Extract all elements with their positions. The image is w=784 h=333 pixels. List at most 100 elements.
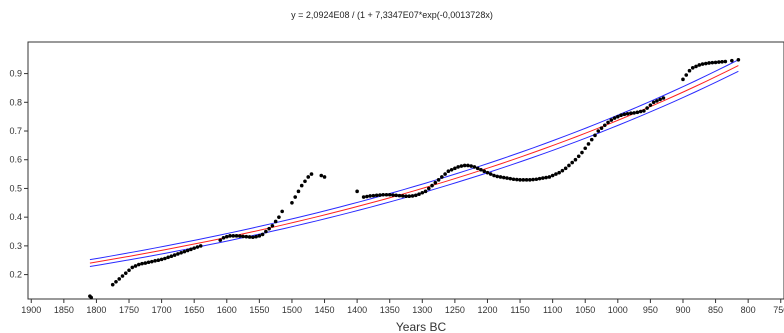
data-point bbox=[687, 68, 692, 73]
data-point bbox=[110, 282, 115, 287]
data-point bbox=[537, 176, 542, 181]
data-point bbox=[430, 183, 434, 188]
data-point bbox=[143, 261, 148, 265]
data-point bbox=[387, 192, 392, 197]
y-tick-label: 0.7 bbox=[9, 126, 22, 136]
data-point bbox=[469, 164, 473, 168]
data-point bbox=[391, 193, 395, 197]
data-point bbox=[518, 178, 522, 182]
x-tick-label: 1350 bbox=[380, 305, 400, 315]
data-point bbox=[462, 163, 467, 168]
data-point bbox=[655, 99, 659, 103]
lower-bound-layer bbox=[89, 70, 739, 268]
x-tick-label: 850 bbox=[708, 305, 723, 315]
data-point bbox=[156, 258, 161, 263]
data-point bbox=[736, 58, 741, 62]
data-point bbox=[554, 172, 558, 176]
x-tick-label: 800 bbox=[741, 305, 756, 315]
data-point bbox=[413, 193, 418, 198]
data-point bbox=[397, 193, 402, 198]
data-point bbox=[293, 195, 298, 199]
x-tick-label: 1650 bbox=[184, 305, 204, 315]
data-point bbox=[648, 103, 653, 107]
x-tick-label: 950 bbox=[643, 305, 658, 315]
data-point bbox=[475, 166, 480, 171]
data-point bbox=[166, 255, 170, 260]
data-point bbox=[368, 194, 372, 198]
data-point bbox=[528, 178, 532, 182]
x-tick-label: 1500 bbox=[282, 305, 302, 315]
data-point bbox=[185, 248, 190, 253]
data-point bbox=[394, 193, 399, 198]
data-point bbox=[133, 264, 138, 268]
data-point bbox=[456, 165, 460, 169]
data-point bbox=[632, 111, 636, 115]
data-points bbox=[88, 58, 741, 300]
data-point bbox=[482, 169, 487, 174]
data-point bbox=[609, 118, 614, 122]
data-point bbox=[127, 268, 131, 273]
upper-bound-layer bbox=[89, 59, 739, 261]
data-point bbox=[717, 60, 721, 64]
data-point bbox=[531, 177, 535, 182]
data-point bbox=[117, 277, 122, 281]
data-point bbox=[172, 253, 177, 257]
data-point bbox=[622, 112, 627, 117]
data-point bbox=[505, 176, 509, 180]
data-point bbox=[642, 109, 646, 113]
data-point bbox=[446, 169, 451, 174]
data-point bbox=[371, 193, 376, 198]
data-point bbox=[472, 165, 477, 169]
data-point bbox=[651, 100, 656, 105]
data-point bbox=[596, 129, 601, 133]
data-point bbox=[449, 167, 454, 172]
data-point bbox=[163, 256, 167, 261]
data-point bbox=[89, 295, 94, 300]
data-point bbox=[723, 59, 728, 64]
x-tick-label: 1800 bbox=[86, 305, 106, 315]
data-point bbox=[299, 183, 304, 188]
y-tick-label: 0.5 bbox=[9, 183, 22, 193]
data-point bbox=[277, 215, 281, 219]
lower-bound-curve bbox=[89, 70, 739, 268]
y-tick-label: 0.2 bbox=[9, 270, 22, 280]
data-point bbox=[400, 194, 405, 198]
data-point bbox=[218, 238, 223, 242]
data-point bbox=[123, 271, 128, 275]
data-point bbox=[730, 58, 734, 63]
data-point bbox=[586, 142, 591, 146]
data-point bbox=[270, 223, 275, 228]
data-point bbox=[534, 177, 539, 182]
y-tick-label: 0.3 bbox=[9, 241, 22, 251]
data-point bbox=[319, 173, 324, 178]
data-point bbox=[355, 189, 359, 194]
data-point bbox=[710, 60, 715, 65]
data-point bbox=[182, 249, 187, 254]
data-point bbox=[570, 160, 574, 165]
x-tick-label: 1700 bbox=[152, 305, 172, 315]
data-point bbox=[260, 232, 265, 237]
data-point bbox=[440, 175, 444, 179]
data-point bbox=[508, 176, 513, 181]
data-point bbox=[707, 61, 711, 65]
data-point bbox=[557, 170, 561, 175]
x-tick-label: 1550 bbox=[249, 305, 269, 315]
data-point bbox=[195, 245, 200, 249]
data-point bbox=[423, 189, 428, 194]
data-point bbox=[589, 137, 594, 142]
data-point bbox=[606, 120, 610, 125]
x-tick-label: 1750 bbox=[119, 305, 139, 315]
upper-bound-curve bbox=[89, 59, 739, 261]
y-tick-label: 0.9 bbox=[9, 69, 22, 79]
x-tick-label: 1900 bbox=[21, 305, 41, 315]
data-point bbox=[479, 167, 483, 172]
data-point bbox=[619, 113, 623, 118]
x-axis-title: Years BC bbox=[396, 320, 447, 333]
data-point bbox=[303, 179, 307, 184]
data-point bbox=[407, 194, 412, 198]
data-point bbox=[374, 193, 379, 198]
data-point bbox=[130, 265, 135, 270]
data-point bbox=[404, 194, 408, 198]
data-point bbox=[681, 77, 685, 82]
fit-layer bbox=[89, 65, 739, 264]
